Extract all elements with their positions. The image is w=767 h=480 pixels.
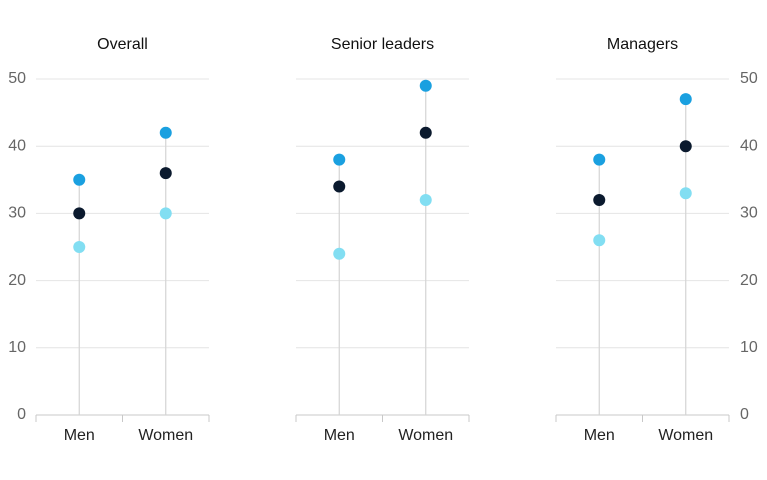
dot	[419, 126, 432, 139]
dot	[333, 180, 346, 193]
y-tick-label: 20	[8, 272, 26, 289]
x-tick-label: Women	[658, 427, 713, 444]
y-tick-label: 20	[740, 272, 758, 289]
y-tick-label: 30	[8, 205, 26, 222]
dot	[159, 126, 172, 139]
y-tick-label: 10	[740, 339, 758, 356]
dot	[419, 193, 432, 206]
dot	[159, 167, 172, 180]
dot	[679, 93, 692, 106]
x-tick-label: Men	[64, 427, 95, 444]
dot	[73, 173, 86, 186]
dot	[679, 140, 692, 153]
x-tick-label: Women	[138, 427, 193, 444]
x-tick-label: Men	[324, 427, 355, 444]
x-tick-label: Women	[398, 427, 453, 444]
dot	[593, 234, 606, 247]
y-tick-label: 0	[17, 406, 26, 423]
dot	[159, 207, 172, 220]
dot	[73, 241, 86, 253]
dot	[73, 207, 86, 220]
x-tick-label: Men	[584, 427, 615, 444]
dot	[593, 193, 606, 206]
dot	[593, 153, 606, 166]
y-tick-label: 50	[740, 70, 758, 87]
dot	[419, 79, 432, 92]
dot	[333, 247, 346, 260]
dot	[333, 153, 346, 166]
y-tick-label: 30	[740, 205, 758, 222]
panel-title: Managers	[607, 36, 678, 53]
y-tick-label: 40	[740, 137, 758, 154]
y-tick-label: 0	[740, 406, 749, 423]
dot	[679, 187, 692, 200]
y-tick-label: 40	[8, 137, 26, 154]
panel-title: Overall	[97, 36, 148, 53]
y-tick-label: 50	[8, 70, 26, 87]
panel-title: Senior leaders	[331, 36, 434, 53]
y-tick-label: 10	[8, 339, 26, 356]
